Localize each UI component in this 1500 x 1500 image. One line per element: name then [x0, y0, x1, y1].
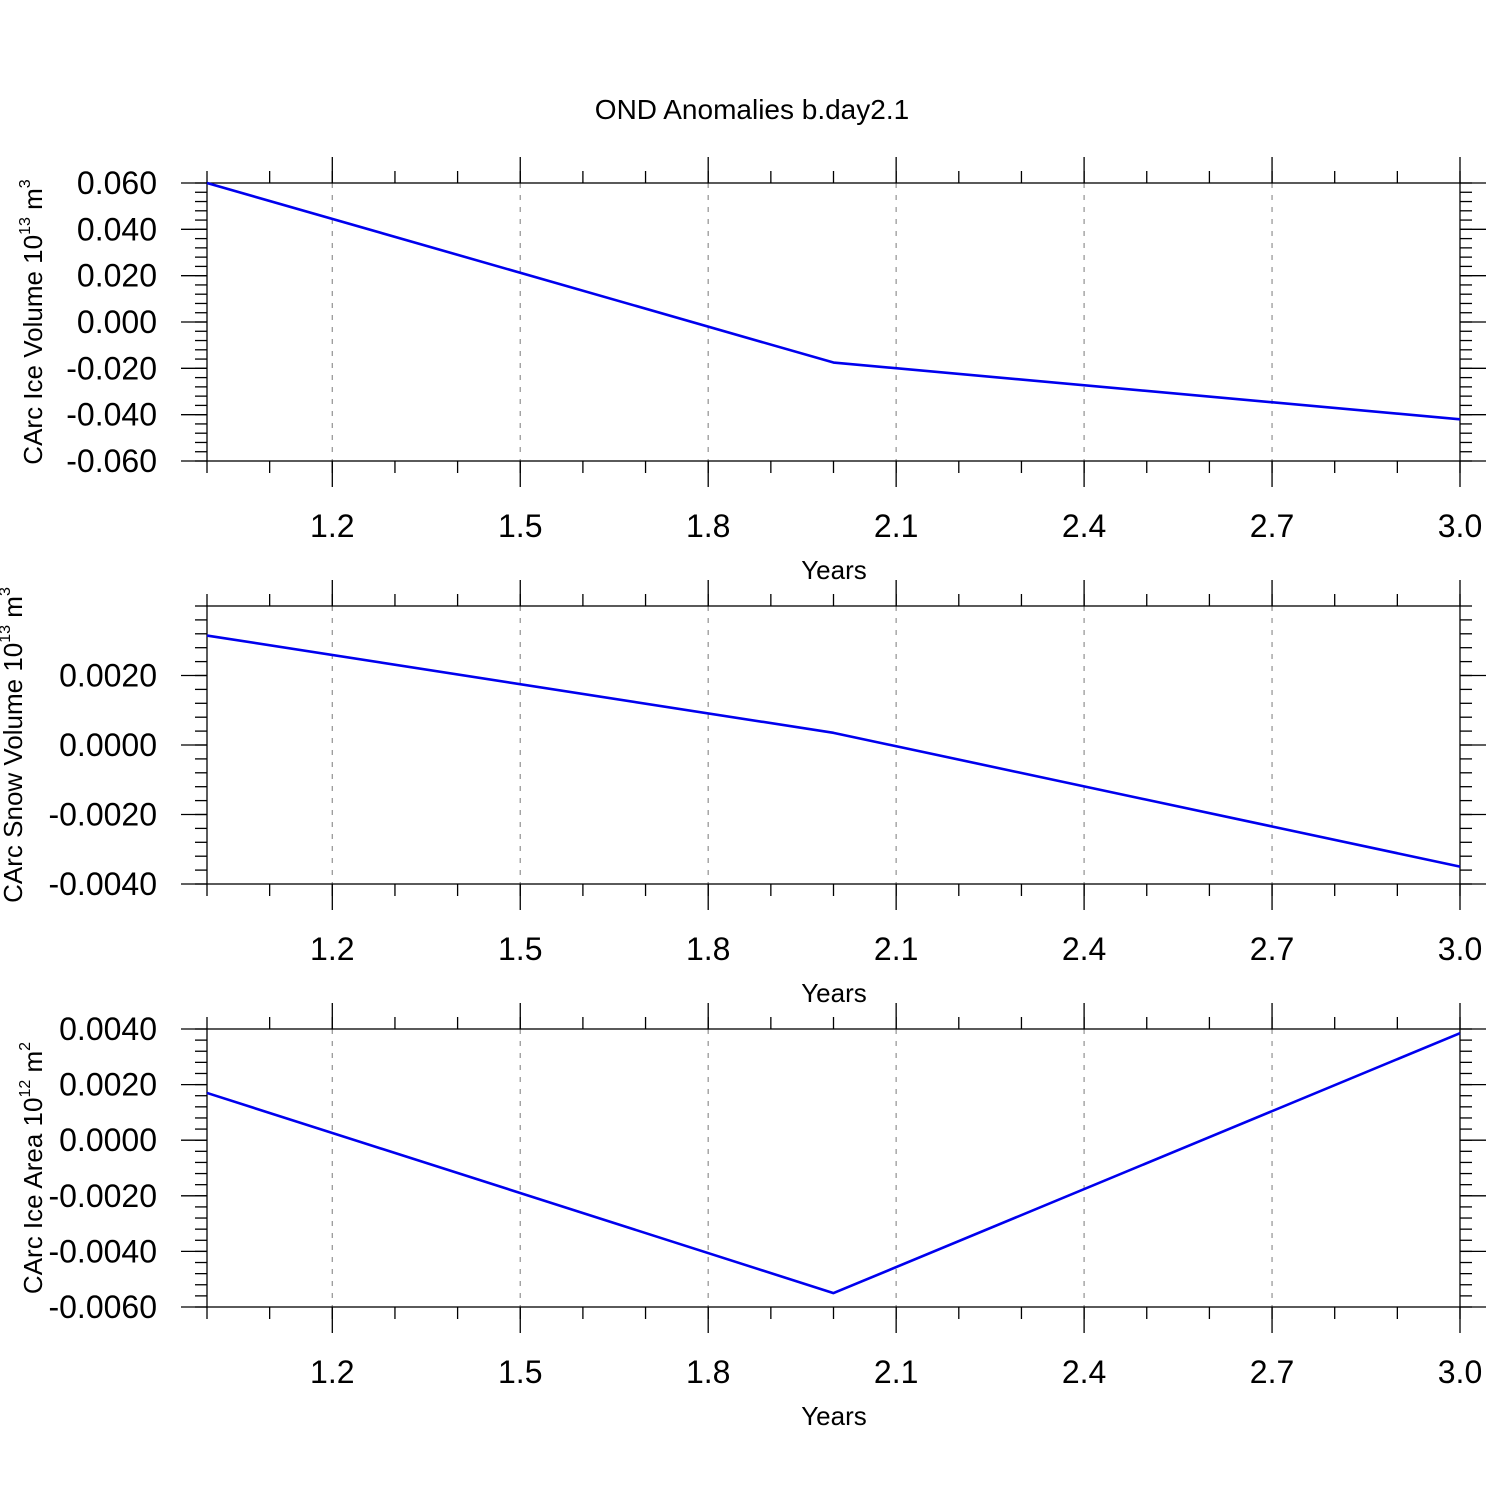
y-tick-label: 0.060: [77, 165, 157, 201]
y-tick-label: 0.0020: [59, 1067, 157, 1103]
y-tick-label: -0.0020: [48, 797, 157, 833]
x-tick-label: 1.2: [310, 508, 354, 544]
panels: 1.2 1.5 1.8 2.1 2.4 2.7 3.0 0.060 0.040 0.020 0.00…: [0, 157, 1486, 1431]
x-tick-label: 2.7: [1250, 508, 1294, 544]
chart-title: OND Anomalies b.day2.1: [595, 94, 909, 125]
x-tick-label: 2.7: [1250, 931, 1294, 967]
x-tick-label: 3.0: [1438, 508, 1482, 544]
plot-frame: [206, 1028, 1461, 1308]
x-tick-label: 1.5: [498, 1354, 542, 1390]
y-axis-label: CArc Ice Area 1012 m2: [17, 1042, 48, 1294]
y-axis-label: CArc Snow Volume 1013 m3: [0, 587, 28, 903]
y-tick-label: -0.060: [66, 443, 157, 479]
panel-2: 1.2 1.5 1.8 2.1 2.4 2.7 3.0 0.0020 0.0000 -0.0020…: [0, 580, 1486, 1008]
x-axis-label: Years: [801, 978, 867, 1008]
x-tick-label: 2.4: [1062, 508, 1106, 544]
series-line: [206, 1031, 1461, 1295]
x-tick-label: 1.5: [498, 508, 542, 544]
x-tick-label: 3.0: [1438, 1354, 1482, 1390]
x-tick-label: 1.8: [686, 931, 730, 967]
y-tick-label: -0.020: [66, 350, 157, 386]
x-tick-label: 2.7: [1250, 1354, 1294, 1390]
x-tick-label: 2.4: [1062, 1354, 1106, 1390]
series-line: [206, 634, 1461, 868]
panel-1: 1.2 1.5 1.8 2.1 2.4 2.7 3.0 0.060 0.040 0.020 0.00…: [17, 157, 1486, 585]
y-tick-label: -0.0040: [48, 866, 157, 902]
y-tick-label: 0.040: [77, 211, 157, 247]
x-tick-label: 1.2: [310, 1354, 354, 1390]
y-tick-label: 0.0000: [59, 727, 157, 763]
x-tick-label: 1.8: [686, 1354, 730, 1390]
series-line: [206, 181, 1461, 421]
y-tick-label: 0.0020: [59, 658, 157, 694]
y-tick-label: 0.000: [77, 304, 157, 340]
y-tick-label: -0.0020: [48, 1178, 157, 1214]
y-tick-label: 0.0040: [59, 1011, 157, 1047]
x-axis-label: Years: [801, 555, 867, 585]
x-tick-label: 2.1: [874, 931, 918, 967]
y-axis-label: CArc Ice Volume 1013 m3: [17, 179, 48, 464]
x-tick-label: 1.2: [310, 931, 354, 967]
y-tick-label: -0.0060: [48, 1289, 157, 1325]
x-tick-label: 2.1: [874, 1354, 918, 1390]
y-tick-label: 0.020: [77, 258, 157, 294]
x-tick-label: 2.1: [874, 508, 918, 544]
plot-frame: [206, 605, 1461, 885]
x-tick-label: 2.4: [1062, 931, 1106, 967]
plot-frame: [206, 182, 1461, 462]
x-tick-label: 1.8: [686, 508, 730, 544]
y-tick-label: -0.040: [66, 397, 157, 433]
x-tick-label: 1.5: [498, 931, 542, 967]
x-tick-label: 3.0: [1438, 931, 1482, 967]
x-axis-label: Years: [801, 1401, 867, 1431]
y-tick-label: 0.0000: [59, 1122, 157, 1158]
y-tick-label: -0.0040: [48, 1233, 157, 1269]
panel-3: 1.2 1.5 1.8 2.1 2.4 2.7 3.0 0.0040 0.0020 0.0000 -…: [17, 1003, 1486, 1431]
